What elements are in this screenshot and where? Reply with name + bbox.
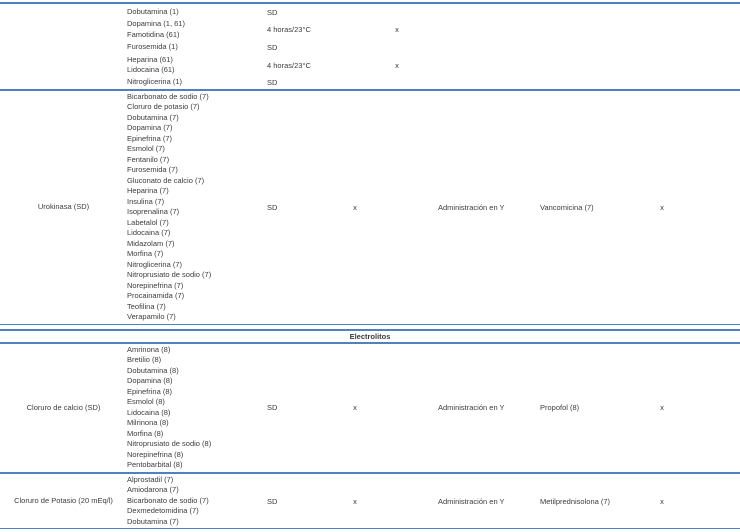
table-row: Dobutamina (1) SD xyxy=(0,6,740,18)
stability-value: SD xyxy=(267,403,278,413)
compatible-drugs-list: Nitroglicerina (1) xyxy=(127,77,183,87)
table-row: Dopamina (1, 61) Famotidina (61) 4 horas… xyxy=(0,18,740,41)
administration-type: Administración en Y xyxy=(438,496,505,506)
incompat-mark: x xyxy=(660,496,664,506)
row-divider xyxy=(0,323,740,325)
administration-type: Administración en Y xyxy=(438,202,505,212)
stability-value: SD xyxy=(267,78,278,88)
table-border-top xyxy=(0,2,740,4)
compatible-drugs-list: Alprostadil (7) Amiodarona (7) Bicarbona… xyxy=(127,474,209,526)
stability-value: 4 horas/23°C xyxy=(267,60,311,70)
compat-mark: x xyxy=(353,403,357,413)
incompatible-drug: Vancomicina (7) xyxy=(540,202,594,212)
incompat-mark: x xyxy=(660,202,664,212)
section-divider xyxy=(0,88,740,91)
stability-value: SD xyxy=(267,496,278,506)
group-header: Electrolitos xyxy=(0,328,740,344)
compat-mark: x xyxy=(395,25,399,35)
drug-name: Cloruro de calcio (SD) xyxy=(26,402,101,412)
compatible-drugs-list: Dobutamina (1) xyxy=(127,7,179,16)
stability-value: SD xyxy=(267,202,278,212)
urokinasa-section: Urokinasa (SD) Bicarbonato de sodio (7) … xyxy=(0,91,740,324)
continuation-section: Dobutamina (1) SD Dopamina (1, 61) Famot… xyxy=(0,4,740,89)
drug-name: Urokinasa (SD) xyxy=(37,202,90,212)
row-divider-bottom xyxy=(0,528,740,530)
table-row: Heparina (61) Lidocaina (61) 4 horas/23°… xyxy=(0,54,740,77)
stability-value: 4 horas/23°C xyxy=(267,25,311,35)
compatible-drugs-list: Heparina (61) Lidocaina (61) xyxy=(127,54,175,75)
compat-mark: x xyxy=(353,496,357,506)
cloruro-de-calcio-section: Cloruro de calcio (SD) Amrinona (8) Bret… xyxy=(0,344,740,472)
incompatible-drug: Propofol (8) xyxy=(540,403,580,413)
compatible-drugs-list: Amrinona (8) Bretilio (8) Dobutamina (8)… xyxy=(127,344,212,470)
compat-mark: x xyxy=(395,60,399,70)
compatible-drugs-list: Dopamina (1, 61) Famotidina (61) xyxy=(127,19,185,39)
table-row: Nitroglicerina (1) SD xyxy=(0,76,740,88)
stability-value: SD xyxy=(267,42,278,52)
drug-compatibility-row: Cloruro de Potasio (20 mEq/l) Alprostadi… xyxy=(0,474,740,529)
compatible-drugs-list: Furosemida (1) xyxy=(127,42,178,52)
drug-name: Cloruro de Potasio (20 mEq/l) xyxy=(14,495,113,505)
table-row: Furosemida (1) SD xyxy=(0,41,740,53)
administration-type: Administración en Y xyxy=(438,403,505,413)
stability-value: SD xyxy=(267,7,278,17)
compat-mark: x xyxy=(353,202,357,212)
compatible-drugs-list: Bicarbonato de sodio (7) Cloruro de pota… xyxy=(127,91,212,322)
row-divider xyxy=(0,471,740,474)
cloruro-de-potasio-section: Cloruro de Potasio (20 mEq/l) Alprostadi… xyxy=(0,474,740,529)
incompat-mark: x xyxy=(660,403,664,413)
drug-compatibility-row: Urokinasa (SD) Bicarbonato de sodio (7) … xyxy=(0,91,740,324)
group-header-label: Electrolitos xyxy=(349,331,391,341)
incompatible-drug: Metilprednisolona (7) xyxy=(540,496,611,506)
drug-compatibility-row: Cloruro de calcio (SD) Amrinona (8) Bret… xyxy=(0,344,740,472)
